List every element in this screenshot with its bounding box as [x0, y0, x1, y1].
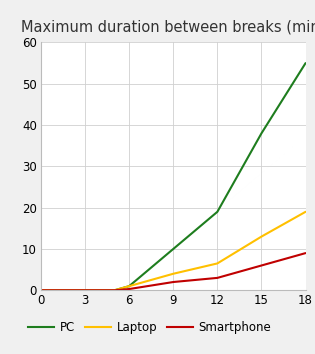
PC [112, 288, 116, 292]
Line: Smartphone: Smartphone [41, 253, 306, 290]
Smartphone [112, 288, 116, 292]
Title: Maximum duration between breaks (min): Maximum duration between breaks (min) [21, 19, 315, 34]
PC [215, 210, 219, 214]
Smartphone [304, 251, 307, 255]
Line: PC: PC [41, 63, 306, 290]
PC [304, 61, 307, 65]
Laptop [260, 234, 263, 239]
PC [39, 288, 43, 292]
Smartphone [260, 263, 263, 268]
Smartphone [127, 287, 131, 291]
Smartphone [39, 288, 43, 292]
Laptop [39, 288, 43, 292]
Line: Laptop: Laptop [41, 212, 306, 290]
PC [171, 247, 175, 251]
Legend: PC, Laptop, Smartphone: PC, Laptop, Smartphone [28, 321, 272, 334]
Laptop [304, 210, 307, 214]
Laptop [215, 261, 219, 266]
Laptop [171, 272, 175, 276]
Smartphone [215, 276, 219, 280]
PC [127, 284, 131, 288]
Smartphone [171, 280, 175, 284]
PC [260, 131, 263, 136]
Laptop [127, 284, 131, 288]
Laptop [112, 288, 116, 292]
PC [83, 288, 87, 292]
Smartphone [83, 288, 87, 292]
Laptop [83, 288, 87, 292]
